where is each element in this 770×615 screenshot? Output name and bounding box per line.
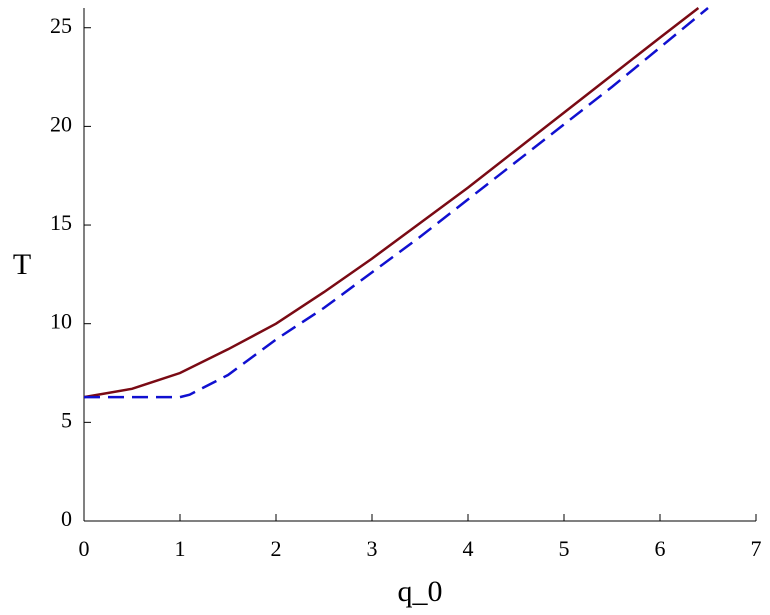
- y-tick-label: 20: [50, 111, 72, 136]
- x-tick-label: 0: [79, 536, 90, 561]
- x-tick-label: 6: [655, 536, 666, 561]
- y-axis-title: T: [13, 248, 31, 281]
- x-axis-title: q_0: [398, 575, 443, 608]
- x-tick-label: 5: [559, 536, 570, 561]
- y-tick-label: 15: [50, 210, 72, 235]
- line-series: [83, 7, 700, 399]
- x-tick-label: 2: [271, 536, 282, 561]
- x-tick-label: 3: [367, 536, 378, 561]
- line-series: [84, 7, 709, 399]
- y-tick-label: 25: [50, 13, 72, 38]
- x-tick-label: 1: [175, 536, 186, 561]
- y-tick-label: 10: [50, 309, 72, 334]
- x-tick-label: 7: [751, 536, 762, 561]
- x-tick-label: 4: [463, 536, 474, 561]
- y-tick-label: 0: [61, 506, 72, 531]
- y-tick-label: 5: [61, 407, 72, 432]
